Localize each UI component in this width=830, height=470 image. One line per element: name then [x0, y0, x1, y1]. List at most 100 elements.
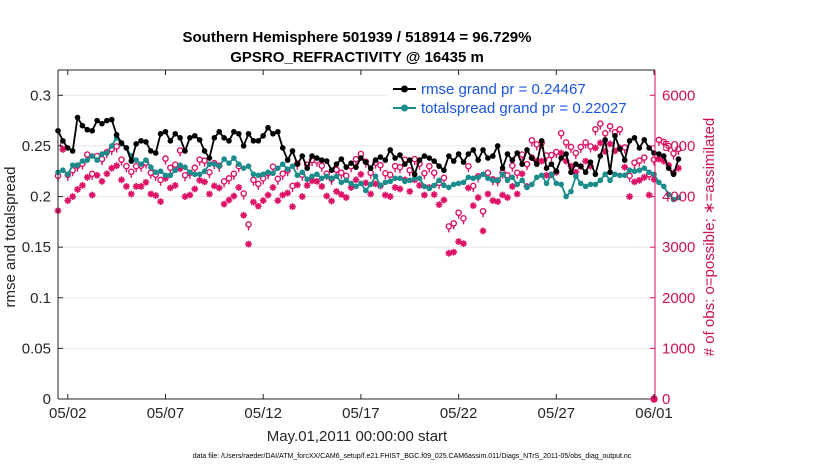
assimilated-point — [538, 157, 546, 165]
assimilated-point — [572, 168, 580, 176]
assimilated-point — [118, 176, 125, 184]
totalspread-point — [411, 175, 418, 182]
totalspread-point — [436, 177, 442, 184]
totalspread-point — [592, 181, 599, 188]
assimilated-point — [59, 146, 67, 153]
totalspread-point — [108, 143, 115, 149]
rmse-point — [446, 153, 452, 159]
assimilated-point — [440, 196, 448, 204]
totalspread-point — [64, 171, 71, 178]
rmse-point — [245, 130, 252, 137]
y-axis-label-right: # of obs: o=possible; ∗=assimilated — [701, 118, 718, 357]
rmse-point — [157, 130, 164, 137]
rmse-point — [382, 157, 389, 163]
x-axis-label: May.01,2011 00:00:00 start — [267, 428, 448, 445]
rmse-point — [514, 150, 521, 156]
assimilated-point — [381, 191, 389, 199]
totalspread-point — [167, 172, 174, 179]
rmse-point — [358, 155, 364, 161]
assimilated-point — [250, 198, 257, 206]
totalspread-point — [79, 158, 86, 164]
rmse-point — [612, 133, 618, 139]
totalspread-point — [504, 177, 511, 184]
totalspread-point — [577, 180, 584, 187]
rmse-point — [617, 146, 623, 152]
rmse-point — [460, 159, 467, 165]
rmse-point — [563, 151, 569, 157]
totalspread-point — [260, 171, 266, 178]
rmse-point — [84, 126, 91, 133]
totalspread-point — [226, 160, 232, 166]
assimilated-point — [489, 197, 497, 204]
assimilated-point — [513, 190, 521, 198]
x-tick-label: 05/17 — [342, 405, 380, 422]
totalspread-point — [187, 169, 193, 176]
totalspread-point — [74, 162, 81, 168]
assimilated-point — [181, 193, 189, 200]
rmse-point — [231, 128, 237, 135]
totalspread-point — [631, 168, 638, 175]
totalspread-point — [621, 172, 628, 179]
x-tick-label: 05/27 — [538, 405, 576, 422]
assimilated-point — [171, 182, 179, 189]
assimilated-point — [645, 191, 653, 199]
totalspread-point — [191, 171, 198, 178]
rmse-point — [108, 116, 115, 123]
assimilated-point — [562, 157, 570, 165]
assimilated-point — [93, 171, 101, 179]
rmse-point — [397, 152, 403, 158]
assimilated-point — [318, 183, 326, 190]
totalspread-point — [314, 171, 320, 178]
totalspread-point — [543, 180, 550, 187]
totalspread-point — [392, 175, 398, 182]
assimilated-point — [660, 157, 668, 165]
assimilated-point — [367, 190, 375, 198]
assimilated-point — [391, 184, 399, 191]
rmse-point — [656, 151, 662, 157]
totalspread-point — [441, 182, 447, 189]
footnote: data file: /Users/raeder/DAI/ATM_forcXX/… — [193, 453, 632, 460]
totalspread-point — [597, 177, 604, 184]
totalspread-point — [211, 161, 218, 167]
legend: rmse grand pr = 0.24467 totalspread gran… — [388, 78, 646, 120]
rmse-point — [577, 163, 584, 169]
assimilated-point — [215, 184, 223, 192]
assimilated-point — [79, 182, 86, 189]
rmse-point — [260, 133, 266, 139]
assimilated-point — [132, 183, 140, 190]
y-tick-label-left: 0.3 — [30, 87, 51, 104]
assimilated-point — [191, 185, 199, 193]
rmse-point — [421, 153, 428, 159]
rmse-point — [211, 135, 218, 141]
y-tick-label-left: 0.2 — [30, 189, 51, 206]
legend-spread-marker — [401, 104, 408, 112]
rmse-point — [450, 158, 457, 164]
totalspread-point — [348, 180, 354, 187]
x-tick-label: 05/02 — [49, 405, 87, 422]
totalspread-point — [387, 178, 394, 185]
totalspread-point — [275, 165, 281, 171]
assimilated-point — [435, 201, 443, 209]
assimilated-point — [357, 170, 365, 178]
totalspread-point — [509, 174, 516, 181]
rmse-point — [118, 140, 125, 146]
assimilated-point — [196, 176, 204, 184]
rmse-point — [323, 158, 330, 164]
assimilated-point — [323, 192, 331, 200]
x-tick-label: 05/22 — [440, 405, 478, 422]
rmse-point — [235, 130, 242, 137]
assimilated-point — [328, 197, 335, 205]
totalspread-point — [152, 169, 159, 176]
assimilated-point — [176, 165, 184, 173]
x-tick-label: 05/12 — [244, 405, 282, 422]
rmse-point — [587, 159, 594, 165]
rmse-point — [348, 160, 354, 166]
totalspread-point — [245, 163, 252, 169]
rmse-point — [148, 148, 154, 154]
totalspread-point — [582, 183, 589, 190]
assimilated-point — [494, 198, 502, 205]
rmse-point — [362, 159, 369, 165]
assimilated-point — [230, 192, 238, 200]
assimilated-point — [293, 181, 301, 189]
assimilated-point — [240, 211, 248, 219]
